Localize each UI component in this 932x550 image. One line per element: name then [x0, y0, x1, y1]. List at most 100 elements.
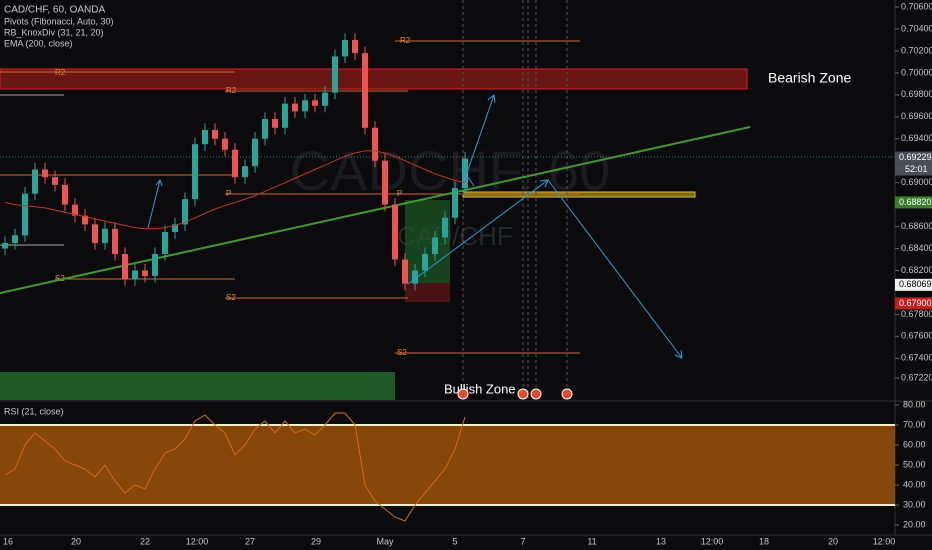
y-tick-label: 0.70000	[901, 67, 932, 77]
price-label-bg	[895, 196, 932, 209]
pivot-label: S2	[226, 293, 236, 302]
time-label: 5	[452, 536, 457, 546]
y-tick-label: 0.70600	[901, 1, 932, 11]
time-label: 27	[245, 536, 255, 546]
candle-body	[442, 217, 448, 238]
candle-body	[332, 56, 338, 93]
time-label: 12:00	[873, 536, 896, 546]
y-tick-label: 0.70200	[901, 45, 932, 55]
rsi-tick-label: 30.00	[903, 499, 926, 509]
candle-body	[292, 103, 298, 112]
legend-indicator: EMA (200, close)	[4, 38, 73, 48]
time-label: 16	[3, 536, 13, 546]
time-label: 13	[656, 536, 666, 546]
legend-indicator: RB_KnoxDiv (31, 21, 20)	[4, 27, 104, 37]
long-stop	[405, 283, 450, 302]
pivot-label: R2	[226, 86, 237, 95]
candle-body	[282, 103, 288, 128]
time-label: 12:00	[701, 536, 724, 546]
candle-body	[162, 232, 168, 255]
candle-body	[432, 237, 438, 255]
zone-label: Bearish Zone	[768, 70, 851, 86]
price-label-bg	[895, 278, 932, 291]
y-tick-label: 0.69600	[901, 111, 932, 121]
time-label: 7	[520, 536, 525, 546]
y-tick-label: 0.70400	[901, 23, 932, 33]
y-tick-label: 0.67220	[901, 372, 932, 382]
rsi-tick-label: 70.00	[903, 419, 926, 429]
candle-body	[272, 118, 278, 128]
candle-body	[342, 39, 348, 57]
y-tick-label: 0.69800	[901, 89, 932, 99]
price-label: 0.67900	[899, 298, 932, 308]
candle-body	[82, 215, 88, 225]
candle-body	[112, 228, 118, 255]
time-label: 22	[140, 536, 150, 546]
candle-body	[142, 270, 148, 276]
price-label: 0.69229	[899, 152, 932, 162]
price-label-bg	[895, 297, 932, 310]
y-tick-label: 0.67800	[901, 309, 932, 319]
candle-body	[322, 92, 328, 106]
pivot-label: S2	[397, 348, 407, 357]
rsi-line	[4, 412, 466, 522]
y-tick-label: 0.68400	[901, 243, 932, 253]
candle-body	[402, 259, 408, 284]
ref-lines	[0, 94, 64, 246]
y-tick-label: 0.68600	[901, 221, 932, 231]
candle-body	[192, 144, 198, 200]
time-label: 20	[71, 536, 81, 546]
rsi-tick-label: 40.00	[903, 479, 926, 489]
pivot-label: P	[397, 189, 402, 198]
pivot-label: S2	[55, 274, 65, 283]
price-label-bg	[895, 151, 932, 164]
candle-body	[222, 138, 228, 150]
candle-body	[262, 118, 268, 139]
candle-body	[452, 188, 458, 218]
price-label: 0.68069	[899, 279, 932, 289]
y-tick-label: 0.69400	[901, 133, 932, 143]
candle-body	[12, 235, 18, 244]
candle-body	[382, 160, 388, 205]
rsi-tick-label: 60.00	[903, 439, 926, 449]
bearish-zone	[0, 68, 748, 90]
time-label: 11	[587, 536, 596, 546]
candle-body	[362, 53, 368, 128]
candle-body	[302, 100, 308, 112]
candle-body	[172, 224, 178, 233]
candle-body	[352, 39, 358, 54]
pivot-label: R2	[55, 68, 66, 77]
candle-body	[182, 199, 188, 225]
bullish-zone	[0, 372, 395, 400]
candle-body	[412, 270, 418, 284]
candle-body	[52, 177, 58, 185]
candle-body	[422, 254, 428, 271]
pivot-label: P	[226, 189, 231, 198]
countdown-bg	[895, 163, 932, 176]
time-label: 18	[759, 536, 769, 546]
candle-body	[42, 169, 48, 178]
candle-body	[232, 149, 238, 178]
arrows	[147, 94, 683, 359]
price-label: 0.68820	[899, 197, 932, 207]
candle-body	[212, 129, 218, 139]
candle-body	[32, 169, 38, 194]
legend-indicator: Pivots (Fibonacci, Auto, 30)	[4, 16, 114, 26]
candle-body	[62, 184, 68, 205]
y-tick-label: 0.69000	[901, 177, 932, 187]
time-label: 12:00	[186, 536, 209, 546]
pivot-label: R2	[400, 36, 411, 45]
pivot-lines	[0, 40, 580, 354]
vertical-markers	[462, 0, 568, 400]
candle-body	[102, 228, 108, 244]
candle-body	[242, 166, 248, 178]
y-tick-label: 0.67400	[901, 353, 932, 363]
candle-body	[2, 243, 8, 249]
candle-body	[22, 193, 28, 236]
candle-body	[122, 254, 128, 280]
candle-body	[252, 138, 258, 167]
candle-body	[312, 100, 318, 106]
y-tick-label: 0.67600	[901, 331, 932, 341]
candle-body	[372, 127, 378, 161]
